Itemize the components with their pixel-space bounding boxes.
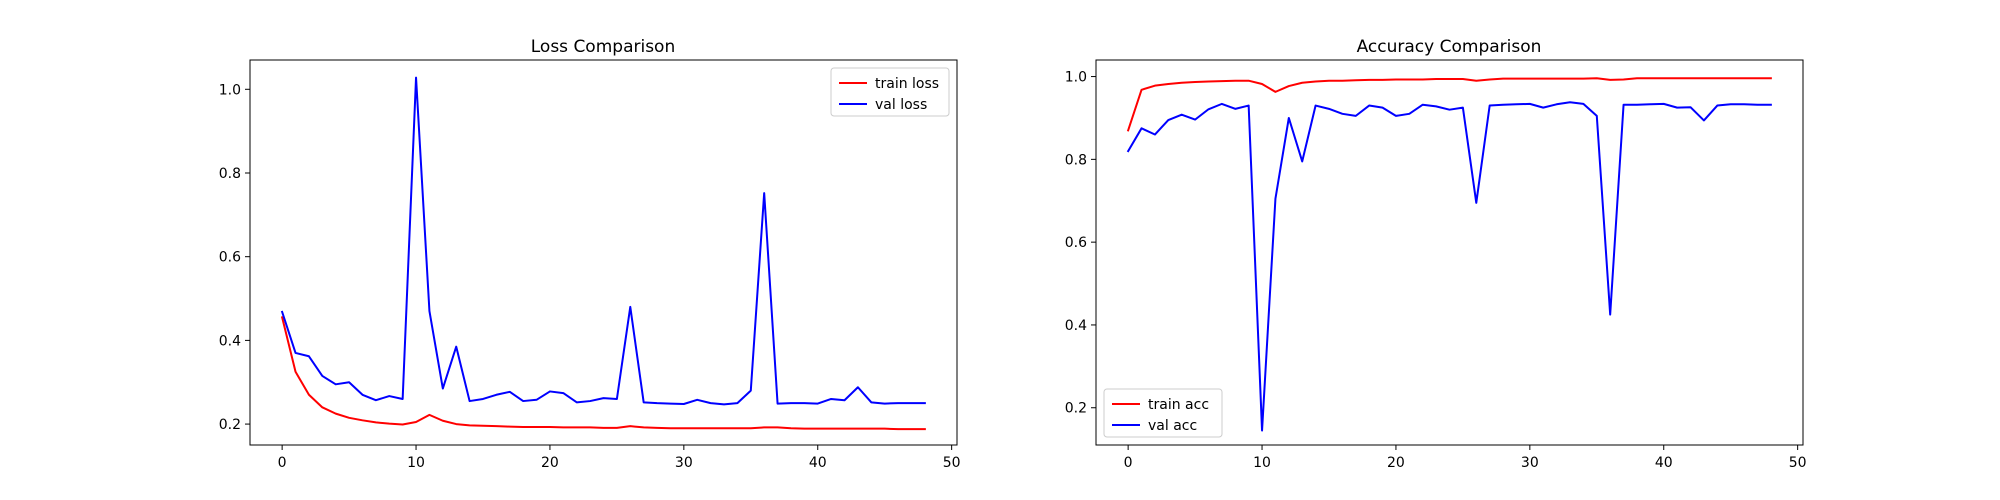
chart-title: Accuracy Comparison [1357,37,1542,57]
x-tick-label: 50 [1789,455,1807,471]
y-tick-label: 0.2 [1065,401,1087,417]
y-tick-label: 0.2 [219,417,241,433]
plot-frame [1095,59,1804,446]
legend-label: val acc [1148,418,1197,434]
y-tick-label: 0.8 [1065,152,1087,168]
y-tick-label: 0.4 [219,333,241,349]
x-tick-label: 40 [1655,455,1673,471]
y-tick-label: 1.0 [1065,70,1087,86]
x-tick-label: 40 [809,455,827,471]
y-tick-label: 0.4 [1065,318,1087,334]
legend-label: val loss [875,97,927,113]
y-tick-label: 0.6 [1065,235,1087,251]
x-tick-label: 50 [943,455,961,471]
legend-label: train acc [1148,397,1209,413]
legend-label: train loss [875,76,939,92]
x-tick-label: 0 [1124,455,1133,471]
series-line-train-acc [1126,77,1772,132]
y-tick-label: 0.6 [219,250,241,266]
x-tick-label: 0 [278,455,287,471]
y-tick-label: 1.0 [219,82,241,98]
plot-frame [249,59,958,446]
legend: train loss val loss [830,67,950,117]
legend: train acc val acc [1103,388,1223,438]
loss-comparison-chart: Loss Comparison 0 10 20 30 40 50 0.2 0.4 0.6 0.8 1… [219,37,961,471]
accuracy-comparison-chart: Accuracy Comparison 0 10 20 30 40 50 0.2 0.4 0.6… [1065,37,1807,471]
x-tick-label: 10 [407,455,425,471]
series-line-val-acc [1126,101,1772,432]
y-tick-label: 0.8 [219,166,241,182]
chart-title: Loss Comparison [531,37,675,57]
x-tick-label: 30 [1521,455,1539,471]
x-tick-label: 20 [1387,455,1405,471]
x-tick-label: 30 [675,455,693,471]
series-line-val-loss [280,76,926,406]
series-line-train-loss [280,316,926,431]
x-tick-label: 20 [541,455,559,471]
x-tick-label: 10 [1253,455,1271,471]
